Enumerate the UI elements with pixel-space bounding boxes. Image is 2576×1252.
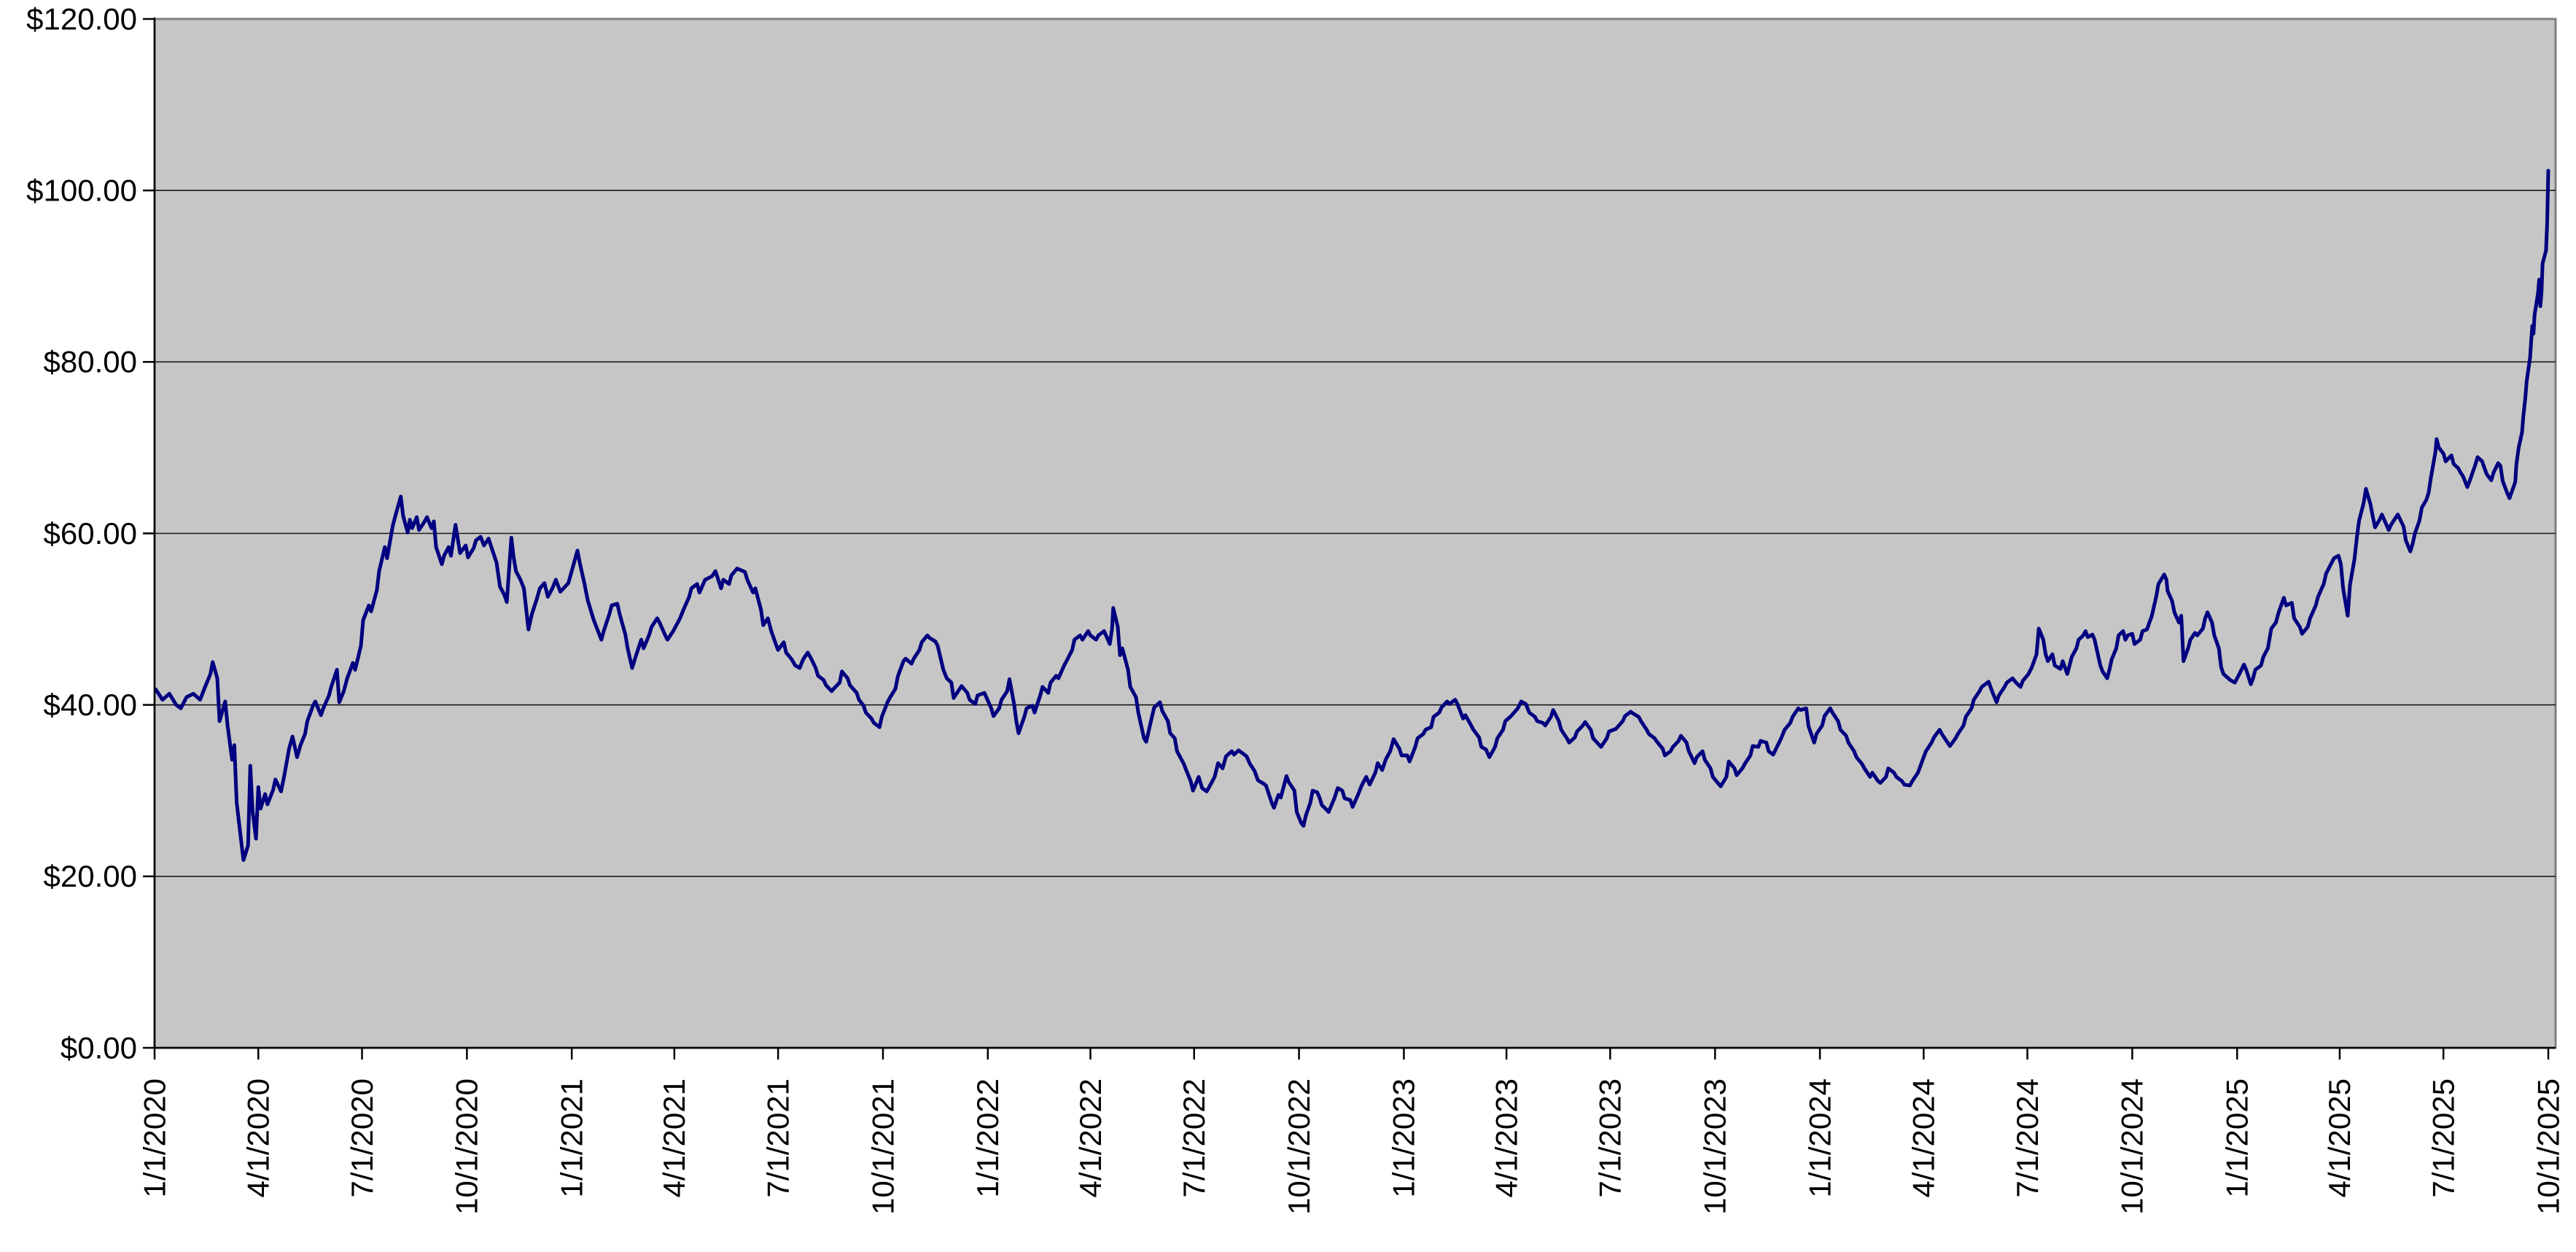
x-axis-tick-label: 7/1/2020: [345, 1078, 379, 1198]
x-axis-tick-label: 1/1/2022: [970, 1078, 1005, 1198]
y-axis-tick-label: $100.00: [26, 173, 137, 207]
x-axis-tick-label: 4/1/2021: [657, 1078, 691, 1198]
y-axis-tick-label: $80.00: [44, 345, 137, 379]
x-axis-tick-label: 1/1/2025: [2219, 1078, 2254, 1198]
x-axis-tick-label: 4/1/2023: [1489, 1078, 1523, 1198]
x-axis-tick-label: 10/1/2023: [1697, 1078, 1732, 1215]
x-axis-tick-label: 1/1/2024: [1802, 1078, 1837, 1198]
y-axis-tick-label: $120.00: [26, 1, 137, 36]
x-axis-tick-label: 1/1/2023: [1387, 1078, 1421, 1198]
price-line: [154, 168, 2550, 862]
y-axis-tick-label: $0.00: [61, 1030, 137, 1065]
x-axis-tick-label: 7/1/2025: [2426, 1078, 2460, 1198]
x-axis-tick-label: 4/1/2022: [1073, 1078, 1108, 1198]
y-axis-tick-label: $20.00: [44, 859, 137, 893]
x-axis-tick-label: 7/1/2023: [1593, 1078, 1627, 1198]
x-axis-tick-label: 10/1/2025: [2531, 1078, 2565, 1215]
x-axis-tick-label: 7/1/2022: [1177, 1078, 1211, 1198]
x-axis-tick-label: 4/1/2025: [2322, 1078, 2357, 1198]
x-axis-tick-label: 7/1/2024: [2010, 1078, 2044, 1198]
x-axis-tick-label: 4/1/2024: [1907, 1078, 1941, 1198]
x-axis-tick-label: 10/1/2021: [865, 1078, 900, 1215]
y-axis-tick-label: $60.00: [44, 516, 137, 551]
x-axis-tick-label: 1/1/2020: [137, 1078, 171, 1198]
x-axis-tick-label: 4/1/2020: [241, 1078, 276, 1198]
x-axis-tick-label: 7/1/2021: [760, 1078, 795, 1198]
x-axis-tick-label: 10/1/2020: [450, 1078, 484, 1215]
x-axis-tick-label: 10/1/2024: [2115, 1078, 2149, 1215]
y-axis-tick-label: $40.00: [44, 688, 137, 722]
x-axis-tick-label: 1/1/2021: [554, 1078, 588, 1198]
x-axis-tick-label: 10/1/2022: [1282, 1078, 1316, 1215]
